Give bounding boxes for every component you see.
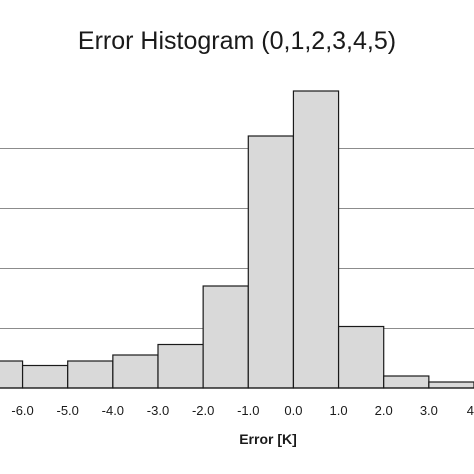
histogram-bar (112, 354, 159, 389)
bars (0, 90, 474, 389)
histogram-bar (247, 135, 295, 389)
histogram-bar (21, 364, 69, 389)
x-tick-label: -3.0 (147, 403, 169, 418)
histogram-bar (157, 343, 204, 389)
histogram-bar (428, 381, 474, 389)
x-tick-label: -5.0 (57, 403, 79, 418)
x-tick-label: 1.0 (330, 403, 348, 418)
x-tick-label: 2.0 (375, 403, 393, 418)
histogram-bar (292, 90, 340, 389)
x-tick-label: -1.0 (237, 403, 259, 418)
x-tick-label: 0.0 (284, 403, 302, 418)
histogram-bar (202, 285, 249, 389)
x-tick-label: -2.0 (192, 403, 214, 418)
x-tick-label: 4 (467, 403, 474, 418)
histogram-bar (67, 360, 114, 389)
x-tick-label: -4.0 (102, 403, 124, 418)
histogram-bar (0, 360, 24, 389)
chart-title: Error Histogram (0,1,2,3,4,5) (78, 27, 396, 55)
x-tick-labels: -6.0 -5.0 -4.0 -3.0 -2.0 -1.0 0.0 1.0 2.0 3.0 4 (11, 403, 474, 418)
x-axis-label: Error [K] (239, 431, 297, 447)
histogram-bar (337, 325, 385, 389)
histogram-bar (383, 375, 430, 389)
x-tick-label: -6.0 (11, 403, 33, 418)
x-tick-label: 3.0 (420, 403, 438, 418)
